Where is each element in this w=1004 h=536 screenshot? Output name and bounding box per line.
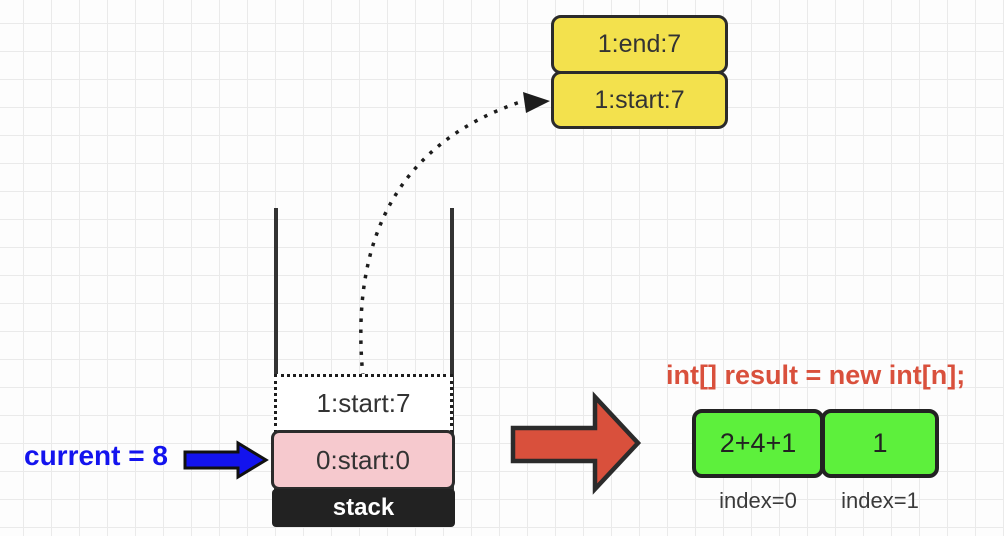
transform-arrow-icon bbox=[510, 391, 642, 495]
current-pointer-arrow-icon bbox=[183, 440, 269, 480]
pop-dotted-arrow bbox=[359, 99, 524, 378]
code-annotation: int[] result = new int[n]; bbox=[666, 360, 966, 390]
current-value-label: current = 8 bbox=[24, 440, 168, 471]
pop-arrowhead-icon bbox=[523, 92, 550, 113]
stack-base: stack bbox=[272, 489, 455, 527]
stack-item-label: 0:start:0 bbox=[316, 444, 410, 475]
result-cell-0: 2+4+1 bbox=[692, 409, 824, 478]
result-cell-1-value: 1 bbox=[872, 428, 888, 458]
frame-box-end: 1:end:7 bbox=[551, 15, 728, 74]
stack-item: 0:start:0 bbox=[271, 430, 455, 490]
result-cell-1: 1 bbox=[821, 409, 939, 478]
frame-box-end-label: 1:end:7 bbox=[597, 30, 682, 58]
frame-box-start-label: 1:start:7 bbox=[594, 85, 685, 114]
stack-item-popped: 1:start:7 bbox=[274, 374, 453, 433]
stack-base-label: stack bbox=[332, 494, 395, 521]
index-label-0: index=0 bbox=[719, 488, 797, 513]
stack-item-popped-label: 1:start:7 bbox=[316, 388, 411, 418]
result-cell-0-value: 2+4+1 bbox=[719, 428, 797, 458]
index-label-1: index=1 bbox=[841, 488, 919, 513]
frame-box-start: 1:start:7 bbox=[551, 71, 728, 129]
